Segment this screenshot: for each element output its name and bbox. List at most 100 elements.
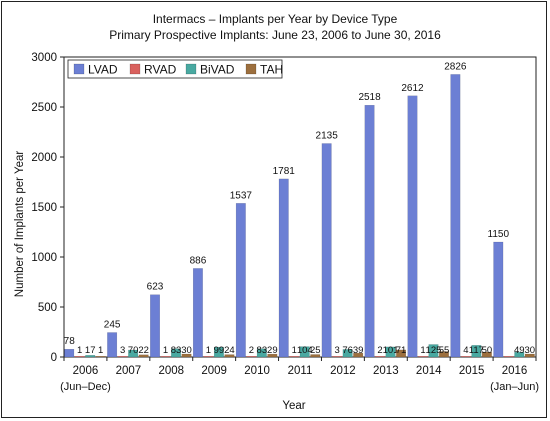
bar-bivad	[128, 349, 139, 358]
data-label-rvad: 1	[420, 345, 425, 356]
legend-box	[67, 59, 283, 79]
bar-bivad	[299, 346, 310, 358]
bar-rvad	[418, 356, 428, 358]
data-label-tah: 22	[138, 345, 149, 356]
plot-border	[63, 56, 537, 358]
bar-lvad	[450, 74, 461, 358]
data-label-rvad: 1	[163, 345, 168, 356]
data-label-rvad: 2	[377, 345, 382, 356]
x-axis-label: Year	[282, 400, 305, 412]
y-tick-label: 2500	[31, 102, 57, 114]
bar-bivad	[428, 344, 439, 358]
legend-label-bivad: BiVAD	[200, 63, 235, 77]
x-tick-label: 2009	[201, 365, 227, 377]
bar-tah	[267, 353, 278, 358]
bar-lvad	[150, 294, 160, 358]
y-tick-label: 0	[51, 352, 57, 364]
y-tick-label: 1000	[31, 252, 57, 264]
data-label-lvad: 1781	[273, 166, 296, 177]
data-label-bivad: 17	[85, 345, 96, 356]
bar-tah	[138, 354, 149, 358]
data-label-tah: 39	[353, 345, 364, 356]
bar-rvad	[332, 356, 343, 358]
legend-swatch-lvad	[73, 63, 85, 75]
data-label-lvad: 1537	[230, 190, 253, 201]
bar-lvad	[235, 203, 246, 358]
data-label-tah: 25	[310, 345, 321, 356]
chart-subtitle: Primary Prospective Implants: June 23, 2…	[109, 28, 441, 42]
bar-bivad	[256, 348, 267, 358]
bar-rvad	[117, 356, 128, 358]
data-label-lvad: 245	[104, 320, 121, 331]
bar-bivad	[85, 355, 96, 358]
bar-lvad	[64, 349, 75, 358]
legend-swatch-rvad	[129, 63, 141, 75]
y-tick-label: 1500	[31, 202, 57, 214]
bar-lvad	[192, 268, 203, 358]
bar-rvad	[375, 356, 386, 358]
x-tick-label: 2010	[244, 365, 270, 377]
data-label-lvad: 1150	[488, 229, 510, 240]
data-label-tah: 55	[439, 345, 450, 356]
x-tick-label: 2008	[158, 365, 184, 377]
bar-bivad	[514, 351, 525, 358]
data-label-bivad: 125	[426, 345, 442, 356]
bar-rvad	[160, 356, 171, 358]
bar-lvad	[493, 241, 504, 358]
bar-tah	[310, 354, 321, 358]
data-label-bivad: 99	[214, 345, 225, 356]
bar-bivad	[471, 345, 482, 358]
bar-lvad	[321, 143, 332, 358]
x-tick-label: 2007	[116, 365, 142, 377]
bar-tah	[396, 349, 407, 358]
bar-bivad	[171, 348, 181, 358]
bar-rvad	[289, 356, 300, 358]
data-label-rvad: 4	[463, 345, 468, 356]
data-label-tah: 24	[224, 345, 235, 356]
data-label-rvad: 1	[206, 345, 211, 356]
bar-lvad	[407, 95, 418, 358]
x-tick-label: 2012	[330, 365, 356, 377]
y-tick-label: 2000	[31, 152, 57, 164]
data-label-bivad: 117	[469, 345, 484, 356]
data-label-rvad: 1	[77, 345, 82, 356]
bar-tah	[181, 353, 192, 358]
bar-rvad	[460, 356, 471, 358]
chart-title: Intermacs – Implants per Year by Device …	[153, 12, 398, 26]
bar-tah	[524, 353, 535, 358]
bar-lvad	[107, 332, 118, 358]
bar-tah	[95, 356, 106, 358]
bar-tah	[353, 352, 364, 358]
data-label-tah: 30	[525, 345, 536, 356]
data-label-lvad: 623	[147, 282, 164, 293]
x-tick-label: 2011	[288, 365, 313, 377]
data-label-bivad: 101	[383, 345, 399, 356]
data-label-tah: 1	[98, 345, 103, 356]
data-label-bivad: 70	[128, 345, 139, 356]
x-tick-sublabel: (Jun–Dec)	[60, 381, 111, 393]
x-tick-sublabel: (Jan–Jun)	[490, 381, 539, 393]
data-label-rvad: 1	[292, 345, 297, 356]
bar-lvad	[364, 104, 375, 358]
data-label-tah: 29	[267, 345, 278, 356]
data-label-tah: 30	[181, 345, 192, 356]
legend-swatch-tah	[245, 63, 257, 75]
y-tick-label: 3000	[31, 52, 57, 64]
data-label-rvad: 3	[120, 345, 125, 356]
legend: LVAD RVAD BiVAD TAH	[67, 59, 283, 79]
x-tick-label: 2013	[373, 365, 399, 377]
legend-label-lvad: LVAD	[88, 63, 118, 77]
x-tick-label: 2006	[73, 365, 99, 377]
data-label-tah: 50	[482, 345, 493, 356]
x-tick-label: 2014	[416, 365, 442, 377]
bar-tah	[439, 351, 449, 358]
data-label-lvad: 886	[190, 255, 207, 266]
data-label-bivad: 83	[171, 345, 182, 356]
y-axis-label: Number of Implants per Year	[14, 151, 26, 298]
legend-label-tah: TAH	[260, 63, 283, 77]
bar-rvad	[246, 356, 257, 358]
bar-rvad	[74, 356, 85, 358]
